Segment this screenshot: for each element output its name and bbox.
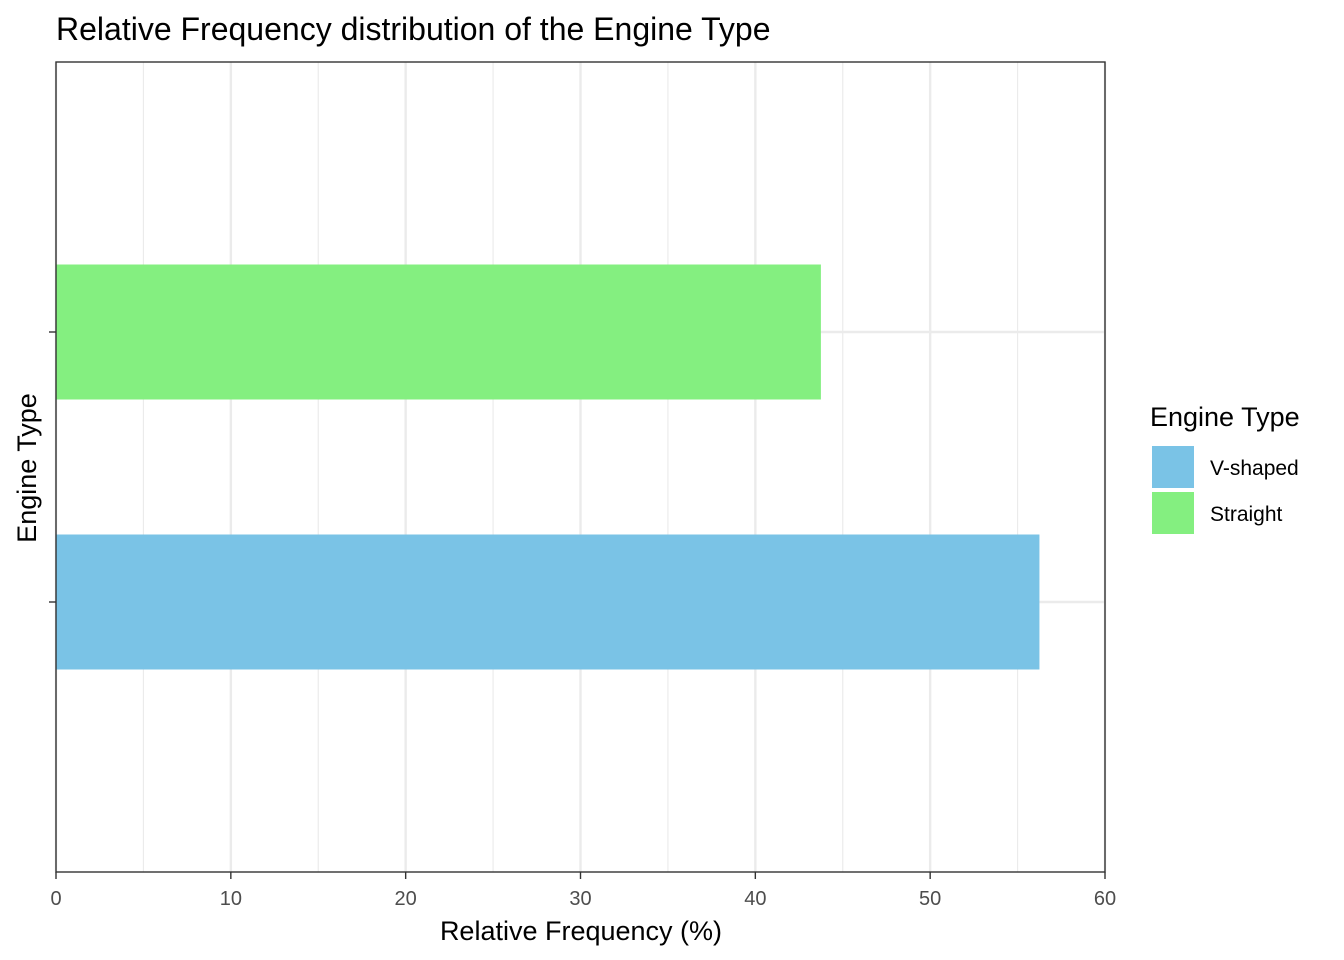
x-tick-label: 0 [50,888,61,910]
x-tick-label: 10 [220,888,242,910]
x-tick-label: 20 [395,888,417,910]
legend: Engine Type V-shaped Straight [1150,402,1300,534]
plot-panel: 0 10 20 30 40 50 60 [49,61,1116,910]
x-axis-title: Relative Frequency (%) [440,916,722,946]
bar-straight [56,264,821,400]
legend-key [1152,492,1194,534]
y-axis-title: Engine Type [12,393,42,543]
bar-v-shaped [56,534,1040,670]
legend-key [1152,446,1194,488]
legend-label: V-shaped [1210,457,1299,480]
x-tick-label: 40 [744,888,766,910]
legend-title: Engine Type [1150,402,1300,432]
chart-title: Relative Frequency distribution of the E… [56,11,771,47]
x-tick-label: 50 [919,888,941,910]
x-tick-label: 60 [1094,888,1116,910]
legend-label: Straight [1210,503,1283,526]
x-tick-label: 30 [569,888,591,910]
